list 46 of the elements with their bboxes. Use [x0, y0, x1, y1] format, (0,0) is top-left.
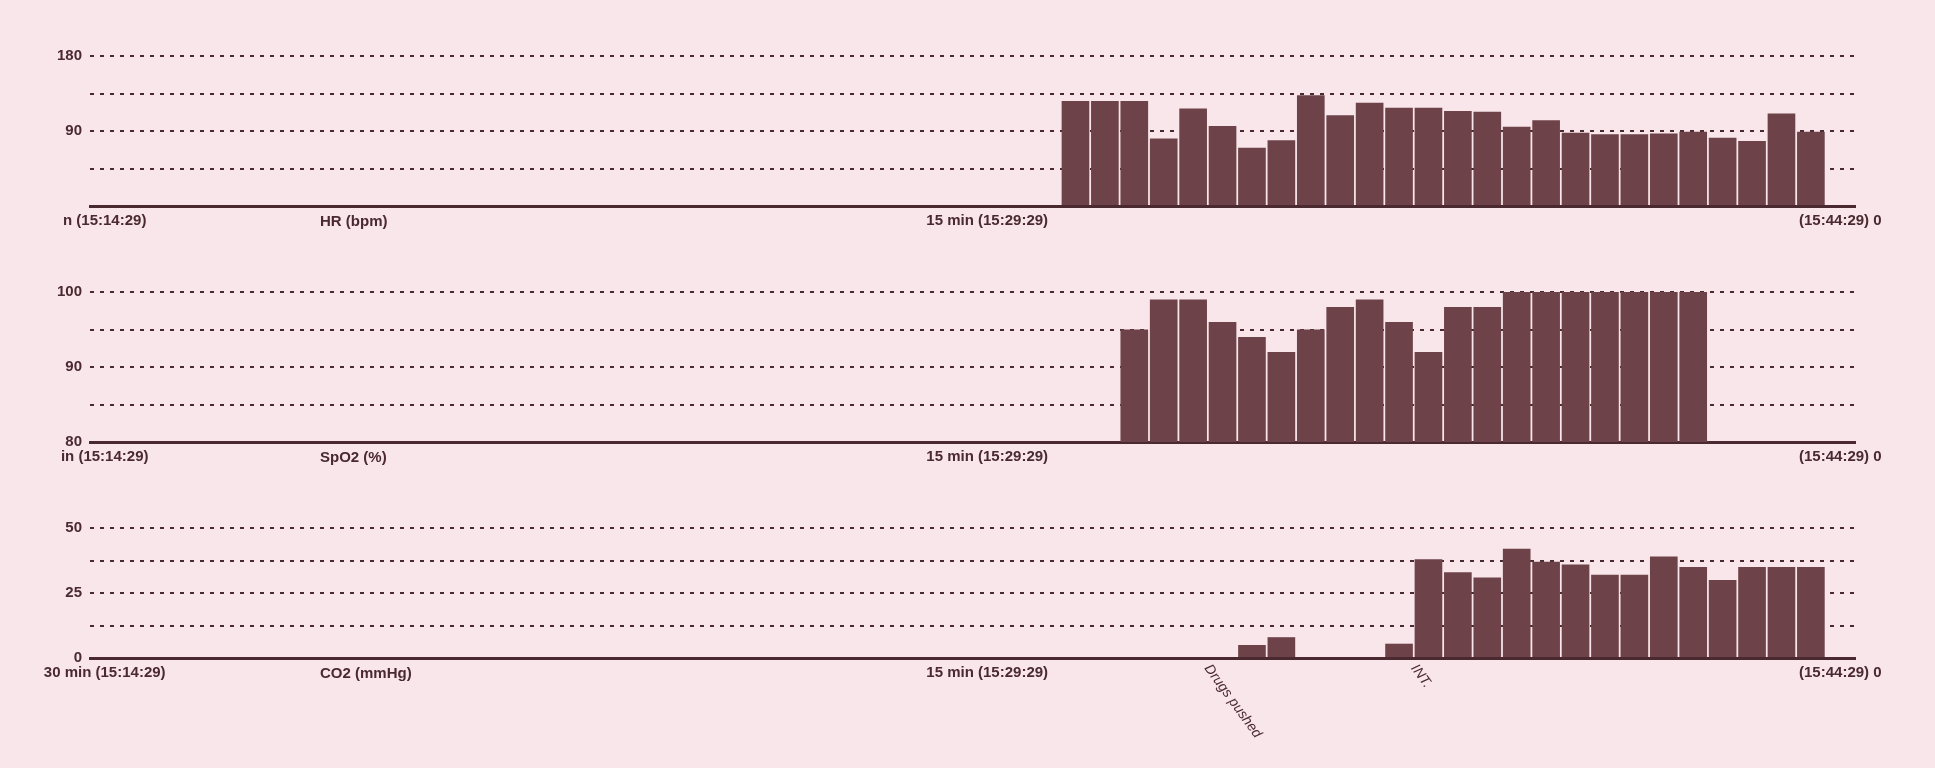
y-tick-label: 25 [65, 583, 82, 601]
bar [1767, 113, 1796, 205]
bar [1238, 645, 1266, 657]
bar [1414, 107, 1443, 205]
bar [1738, 567, 1766, 657]
bar [1708, 580, 1737, 657]
y-tick-label: 0 [73, 648, 82, 666]
x-tick-label: n (15:14:29) [63, 211, 147, 229]
bar [1591, 574, 1619, 657]
bar [1708, 137, 1737, 205]
x-tick-label: 15 min (15:29:29) [926, 447, 1049, 465]
bar [1208, 126, 1237, 205]
x-tick-label: (15:44:29) 0 [1799, 663, 1882, 681]
y-tick-label: 90 [65, 121, 82, 139]
text: CO2 (mmHg) [320, 663, 412, 681]
x-tick-label: (15:44:29) 0 [1799, 211, 1882, 229]
bar [1385, 643, 1413, 657]
x-tick-label: in (15:14:29) [60, 447, 149, 465]
y-tick-label: 180 [56, 46, 82, 64]
bar [1797, 567, 1825, 657]
bar [1620, 134, 1649, 205]
y-tick-label: 80 [65, 432, 82, 450]
bar [1561, 564, 1590, 657]
bar [1561, 132, 1590, 205]
text: INT. [1408, 660, 1436, 691]
bar [1061, 101, 1090, 205]
text: SpO2 (%) [320, 447, 387, 465]
bar [1797, 131, 1825, 205]
y-tick-label: 50 [65, 518, 82, 536]
bar [1414, 559, 1443, 657]
bar [1385, 107, 1413, 205]
x-tick-label: 15 min (15:29:29) [926, 663, 1049, 681]
bar [1767, 567, 1796, 657]
x-tick-label: 30 min (15:14:29) [43, 663, 166, 681]
bar [1591, 134, 1619, 205]
text: HR (bpm) [320, 211, 388, 229]
x-tick-label: (15:44:29) 0 [1799, 447, 1882, 465]
x-tick-label: 15 min (15:29:29) [926, 211, 1049, 229]
bar [1738, 141, 1766, 205]
bar [1267, 140, 1296, 205]
bar [1620, 574, 1649, 657]
bar [1355, 102, 1384, 205]
bar [1238, 147, 1266, 205]
y-tick-label: 100 [56, 282, 82, 300]
y-tick-label: 90 [65, 357, 82, 375]
bar [1267, 637, 1296, 657]
